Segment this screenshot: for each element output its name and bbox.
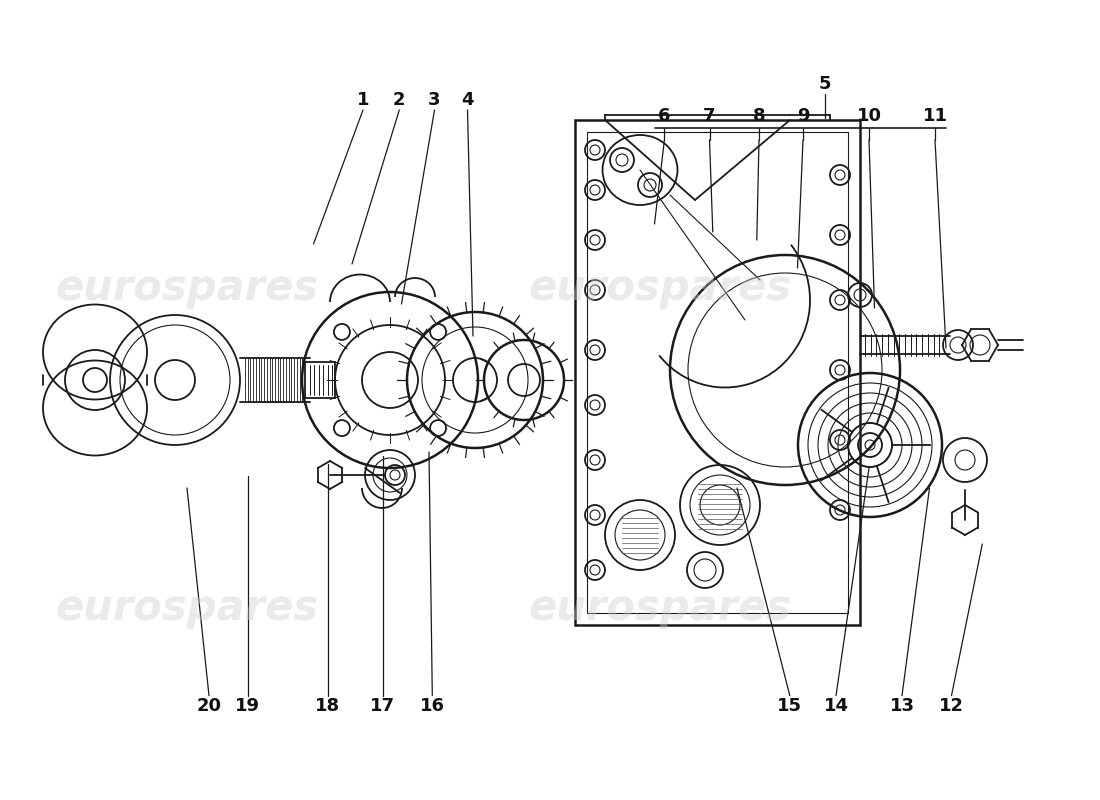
Text: 14: 14 <box>824 697 848 714</box>
Text: 4: 4 <box>461 91 474 109</box>
Text: 8: 8 <box>752 107 766 125</box>
Text: 15: 15 <box>778 697 802 714</box>
Text: eurospares: eurospares <box>528 587 792 629</box>
Text: 7: 7 <box>703 107 716 125</box>
Text: 18: 18 <box>316 697 340 714</box>
Text: 2: 2 <box>393 91 406 109</box>
Text: 16: 16 <box>420 697 444 714</box>
Text: eurospares: eurospares <box>55 587 319 629</box>
Text: 17: 17 <box>371 697 395 714</box>
Text: 3: 3 <box>428 91 441 109</box>
Text: eurospares: eurospares <box>55 267 319 309</box>
Text: 10: 10 <box>857 107 881 125</box>
Text: 6: 6 <box>658 107 671 125</box>
Text: 20: 20 <box>197 697 221 714</box>
Text: 19: 19 <box>235 697 260 714</box>
Text: 1: 1 <box>356 91 370 109</box>
Text: 9: 9 <box>796 107 810 125</box>
Text: 5: 5 <box>818 75 832 93</box>
Text: 11: 11 <box>923 107 947 125</box>
Text: 12: 12 <box>939 697 964 714</box>
Text: 13: 13 <box>890 697 914 714</box>
Text: eurospares: eurospares <box>528 267 792 309</box>
